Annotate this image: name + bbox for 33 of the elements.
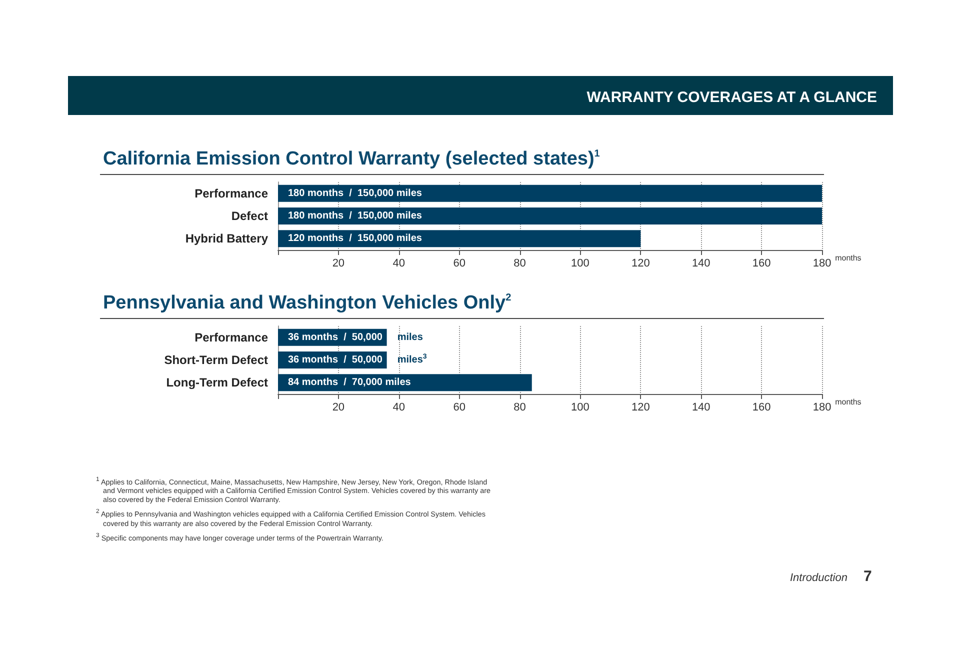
x-tick-label: 120 bbox=[631, 402, 650, 414]
text: 36 months / 50,000 miles bbox=[288, 332, 423, 343]
x-tick-label: 180 bbox=[812, 402, 832, 414]
x-axis-title: months bbox=[835, 398, 862, 406]
x-tick-label: 140 bbox=[692, 402, 710, 414]
x-tick-label: 80 bbox=[514, 258, 526, 270]
y-tick-label: Performance bbox=[194, 330, 268, 344]
data-label: 84 months / 70,000 miles bbox=[288, 377, 412, 388]
x-tick-label: 140 bbox=[692, 258, 710, 270]
y-tick-label: Short-Term Defect bbox=[164, 353, 268, 367]
x-tick-label: 160 bbox=[752, 402, 771, 414]
x-tick-label: 80 bbox=[514, 402, 526, 414]
x-tick-label: 40 bbox=[392, 258, 406, 270]
data-label: 120 months / 150,000 miles bbox=[288, 233, 422, 244]
x-tick-label: 100 bbox=[571, 258, 590, 270]
data-label: 180 months / 150,000 miles bbox=[288, 188, 422, 199]
x-tick-label: 20 bbox=[332, 402, 345, 414]
y-tick-label: Hybrid Battery bbox=[185, 232, 268, 246]
x-tick-label: 180 bbox=[812, 258, 832, 270]
data-label: 180 months / 150,000 miles bbox=[288, 210, 422, 222]
x-tick-label: 60 bbox=[453, 402, 466, 414]
x-tick-label: 160 bbox=[752, 258, 771, 270]
y-tick-label: Performance bbox=[194, 186, 268, 200]
x-tick-label: 20 bbox=[332, 258, 345, 270]
x-axis-title: months bbox=[835, 254, 862, 262]
x-tick-label: 100 bbox=[571, 402, 590, 414]
x-tick-label: 120 bbox=[631, 258, 650, 270]
y-tick-label: Defect bbox=[231, 209, 268, 223]
y-tick-label: Long-Term Defect bbox=[166, 376, 268, 390]
text: WARRANTY COVERAGES AT A GLANCE bbox=[68, 76, 893, 115]
text: Introduction 7 bbox=[790, 568, 872, 585]
x-tick-label: 60 bbox=[453, 258, 466, 270]
x-tick-label: 40 bbox=[392, 402, 406, 414]
